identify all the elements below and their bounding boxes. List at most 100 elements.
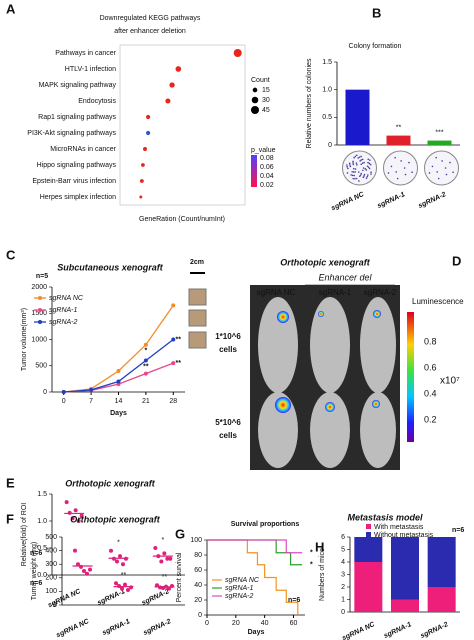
row-label: 1*10^6 [215, 332, 241, 341]
colony [352, 177, 355, 180]
legend-size [250, 105, 260, 115]
x-tick-label: sgRNA-2 [141, 588, 171, 607]
colony [359, 160, 361, 162]
category-label: Rap1 signaling pathways [38, 114, 116, 121]
colorbar-tick: 0.8 [424, 336, 437, 346]
y-tick-label: 1.0 [322, 87, 332, 94]
x-tick-label: sgRNA-1 [101, 618, 131, 637]
colony [366, 165, 369, 168]
category-label: Pathways in cancer [55, 50, 116, 57]
y-tick-label: 500 [45, 534, 57, 541]
marker [143, 342, 148, 347]
colony [350, 174, 352, 176]
y-tick-label: 1 [341, 596, 345, 603]
colony [403, 167, 406, 169]
chart-title: Metastasis model [347, 512, 423, 522]
colony [357, 157, 360, 159]
colony [366, 175, 369, 178]
marker [116, 369, 121, 373]
colony [358, 156, 361, 158]
y-tick-label: 500 [35, 363, 47, 370]
colorbar-unit: x10⁷ [440, 376, 460, 387]
point [120, 586, 124, 591]
colony [452, 171, 454, 174]
colony [400, 160, 402, 162]
marker [171, 361, 176, 366]
row-label: 5*10^6 [215, 418, 241, 427]
annotation: n=5 [36, 273, 48, 280]
point [88, 567, 92, 572]
x-axis-label: Days [248, 629, 265, 636]
colony [362, 167, 365, 169]
dish [383, 150, 418, 186]
panel-letter: G [175, 526, 185, 541]
colony [347, 167, 349, 170]
legend-marker [38, 320, 42, 324]
legend-label: 0.02 [260, 182, 274, 189]
colony [355, 162, 358, 164]
point [76, 519, 81, 523]
colony [435, 156, 437, 159]
x-tick-label: 40 [261, 620, 269, 627]
x-axis-label: Days [110, 410, 127, 417]
annotation: ** [143, 363, 149, 370]
legend-size [252, 87, 258, 93]
significance: ** [121, 572, 127, 579]
y-axis-label: Percent survival [176, 552, 183, 602]
legend-label: 45 [262, 107, 270, 114]
legend-label: sgRNA NC [49, 295, 84, 302]
colony [349, 165, 352, 168]
marker [143, 358, 148, 363]
colony [431, 165, 434, 168]
marker [61, 390, 66, 394]
colony [354, 168, 357, 170]
marker [171, 303, 176, 308]
colony [353, 174, 356, 177]
category-label: Hippo signaling pathways [37, 162, 117, 169]
colony [354, 155, 357, 158]
y-tick-label: 60 [194, 567, 202, 574]
point [76, 562, 80, 567]
point [153, 546, 158, 550]
colony [361, 162, 364, 164]
point [73, 548, 77, 553]
row-label: cells [219, 431, 237, 440]
y-axis-label: Tumor weight (mg) [31, 542, 38, 600]
x-tick-label: sgRNA-2 [420, 621, 450, 640]
x-tick-label: sgRNA NC [341, 621, 377, 640]
y-tick-label: 0 [53, 602, 57, 609]
signal [275, 310, 381, 413]
legend-size [251, 96, 259, 104]
colorbar [407, 312, 414, 442]
colony [351, 174, 354, 177]
point [126, 588, 130, 593]
bar [345, 89, 370, 145]
point [117, 583, 121, 588]
point [165, 556, 170, 561]
bar-segment [391, 599, 419, 612]
x-tick-label: sgRNA NC [330, 191, 366, 213]
y-tick-label: 1.0 [37, 518, 47, 525]
colony [367, 174, 369, 176]
y-tick-label: 20 [194, 597, 202, 604]
legend-title: p_value [251, 147, 276, 154]
colony [394, 156, 396, 159]
x-tick-label: 21 [142, 398, 150, 405]
colony [360, 155, 362, 158]
colorbar-tick: 0.4 [424, 388, 437, 398]
colony [363, 175, 365, 177]
colony [360, 159, 363, 161]
point [115, 559, 119, 564]
bar-segment [427, 537, 456, 587]
annotation: ** [176, 336, 182, 343]
legend-title: Count [251, 77, 270, 84]
colony [348, 162, 351, 165]
dot [139, 195, 143, 199]
y-axis-label: Numbers of mice [319, 548, 326, 601]
colony [361, 158, 364, 161]
annotation: n=6 [30, 580, 42, 587]
colony [355, 177, 358, 180]
plot-frame [119, 44, 246, 206]
dot [139, 179, 144, 183]
x-tick-label: 28 [169, 398, 177, 405]
